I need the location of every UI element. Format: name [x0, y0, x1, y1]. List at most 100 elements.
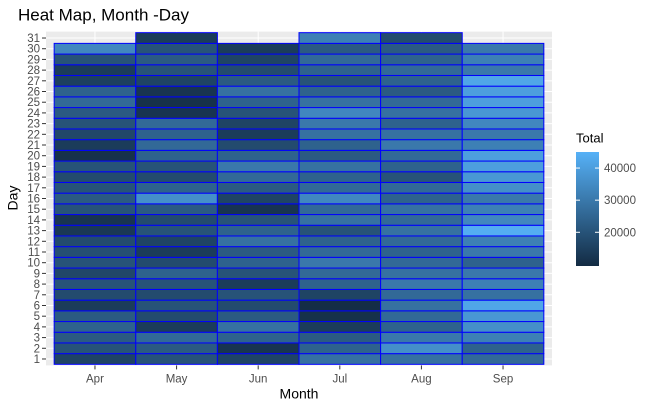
x-tick-label: Sep: [493, 373, 513, 385]
heat-tile: [298, 224, 382, 237]
heat-tile: [298, 128, 382, 141]
heat-tile: [461, 64, 545, 76]
heat-tile: [135, 192, 218, 205]
heat-tile: [461, 267, 545, 280]
heat-tile: [53, 107, 137, 119]
heat-tile: [380, 181, 463, 194]
heat-tile: [135, 85, 218, 98]
heat-tile: [216, 267, 300, 280]
heat-tile: [53, 331, 137, 344]
heat-tile: [216, 107, 300, 119]
heat-tile: [380, 85, 463, 98]
heat-tile: [135, 353, 218, 365]
heat-tile: [298, 331, 382, 344]
heat-tile: [53, 64, 137, 76]
heat-tile: [216, 310, 300, 323]
heat-tile: [380, 64, 463, 76]
heat-tile: [298, 288, 382, 301]
heat-tile: [461, 203, 545, 216]
heat-tile: [53, 139, 137, 151]
y-tick-label: 14: [27, 215, 40, 227]
heat-tile: [135, 107, 218, 119]
heat-tile: [53, 149, 137, 162]
heat-tile: [380, 42, 463, 55]
heat-tile: [216, 96, 300, 109]
heat-tile: [461, 149, 545, 162]
heat-tile: [53, 278, 137, 290]
heat-tile: [53, 117, 137, 130]
y-tick-label: 15: [27, 204, 40, 216]
y-tick-label: 23: [27, 119, 40, 131]
heat-tile: [216, 235, 300, 248]
heat-tile: [135, 74, 218, 87]
heat-tile: [216, 192, 300, 205]
heat-tile: [461, 235, 545, 248]
heat-tile: [216, 171, 300, 183]
heat-tile: [53, 74, 137, 87]
heat-tile: [461, 85, 545, 98]
x-axis-label: Month: [280, 386, 319, 402]
heat-tile: [216, 181, 300, 194]
y-tick-label: 3: [34, 333, 40, 345]
heat-tile: [216, 149, 300, 162]
heat-tile: [216, 256, 300, 269]
heat-tile: [461, 214, 545, 226]
heat-tile: [380, 107, 463, 119]
heat-tile: [461, 256, 545, 269]
x-tick-label: May: [166, 373, 188, 385]
heat-tile: [135, 149, 218, 162]
heat-tile: [461, 107, 545, 119]
heat-tile: [461, 192, 545, 205]
y-tick-label: 21: [27, 140, 40, 152]
heat-tile: [53, 267, 137, 280]
heat-tile: [298, 353, 382, 365]
y-tick-label: 31: [27, 33, 40, 45]
heat-tile: [135, 246, 218, 258]
heat-tile: [298, 246, 382, 258]
heat-tile: [461, 331, 545, 344]
heat-tile: [53, 224, 137, 237]
heat-tile: [298, 32, 382, 44]
x-tick-label: Jun: [249, 373, 268, 385]
heat-tile: [380, 203, 463, 216]
heat-tile: [298, 214, 382, 226]
colorbar-tick-label: 30000: [604, 195, 636, 207]
heat-tile: [461, 321, 545, 333]
y-tick-label: 6: [34, 301, 40, 313]
heat-tile: [216, 203, 300, 216]
heat-tile: [135, 171, 218, 183]
x-tick-label: Apr: [86, 373, 104, 385]
heat-tile: [298, 181, 382, 194]
x-tick-label: Aug: [411, 373, 431, 385]
heat-tile: [216, 288, 300, 301]
y-tick-label: 25: [27, 97, 40, 109]
y-tick-label: 18: [27, 172, 40, 184]
heat-tile: [461, 299, 545, 312]
heat-tile: [298, 342, 382, 355]
heat-tile: [135, 267, 218, 280]
y-tick-label: 8: [34, 279, 40, 291]
heat-tile: [53, 246, 137, 258]
y-tick-label: 26: [27, 87, 40, 99]
heat-tile: [216, 321, 300, 333]
heat-tile: [298, 299, 382, 312]
heat-tile: [53, 256, 137, 269]
y-tick-label: 30: [27, 44, 40, 56]
heat-tile: [298, 149, 382, 162]
y-tick-label: 24: [27, 108, 40, 120]
heat-tile: [461, 53, 545, 66]
x-tick-label: Jul: [332, 373, 347, 385]
y-tick-label: 29: [27, 54, 40, 66]
chart-title: Heat Map, Month -Day: [18, 5, 190, 24]
heat-tile: [53, 42, 137, 55]
heat-tile: [53, 310, 137, 323]
heat-tile: [298, 42, 382, 55]
heat-tile: [135, 310, 218, 323]
y-tick-label: 1: [34, 354, 40, 366]
heat-tile: [298, 321, 382, 333]
legend-title: Total: [576, 130, 604, 145]
heat-tile: [216, 224, 300, 237]
y-tick-label: 28: [27, 65, 40, 77]
heat-tile: [53, 96, 137, 109]
y-tick-label: 19: [27, 161, 40, 173]
